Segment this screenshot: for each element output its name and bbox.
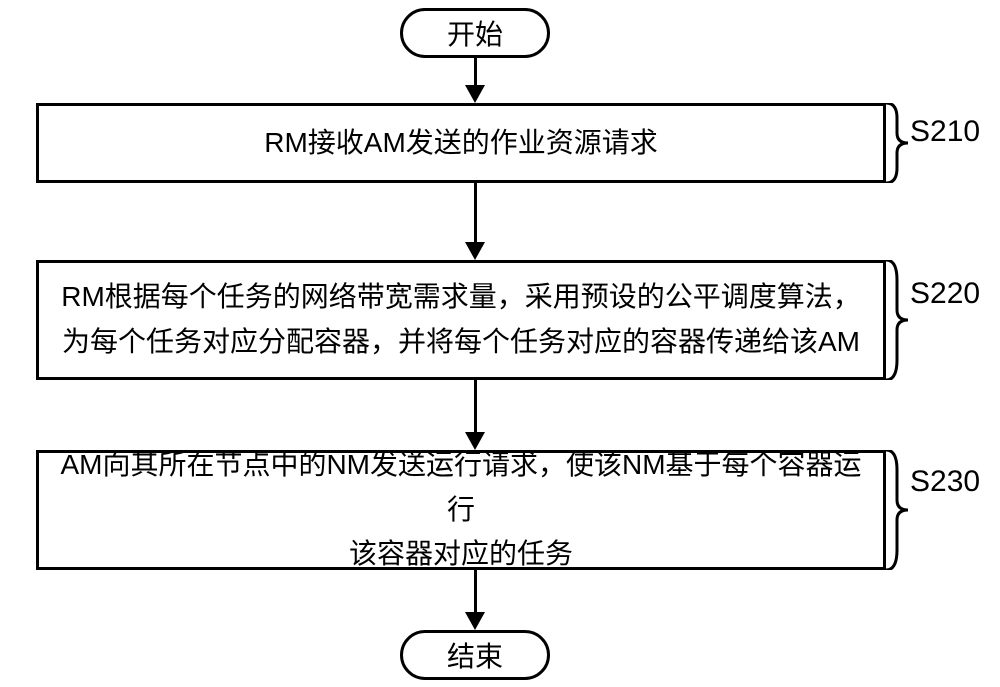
process-s230-text: AM向其所在节点中的NM发送运行请求，使该NM基于每个容器运行 该容器对应的任务 bbox=[59, 443, 863, 577]
process-s220-text: RM根据每个任务的网络带宽需求量，采用预设的公平调度算法， 为每个任务对应分配容… bbox=[61, 275, 861, 365]
end-node: 结束 bbox=[400, 630, 550, 680]
brace-s230 bbox=[886, 450, 908, 570]
edge-s210-s220-head bbox=[465, 242, 485, 260]
edge-s210-s220 bbox=[474, 183, 477, 242]
label-s220-text: S220 bbox=[910, 277, 980, 310]
flowchart-canvas: 开始 RM接收AM发送的作业资源请求 S210 RM根据每个任务的网络带宽需求量… bbox=[0, 0, 1000, 687]
start-label: 开始 bbox=[447, 13, 503, 53]
process-s210: RM接收AM发送的作业资源请求 bbox=[36, 103, 886, 183]
label-s210: S210 bbox=[910, 115, 980, 149]
label-s220: S220 bbox=[910, 277, 980, 311]
edge-s230-end-head bbox=[465, 612, 485, 630]
brace-s210 bbox=[886, 103, 908, 183]
start-node: 开始 bbox=[400, 8, 550, 58]
process-s230: AM向其所在节点中的NM发送运行请求，使该NM基于每个容器运行 该容器对应的任务 bbox=[36, 450, 886, 570]
label-s230: S230 bbox=[910, 465, 980, 499]
label-s210-text: S210 bbox=[910, 115, 980, 148]
brace-s220 bbox=[886, 260, 908, 380]
edge-s230-end bbox=[474, 570, 477, 612]
edge-start-s210-head bbox=[465, 85, 485, 103]
edge-s220-s230 bbox=[474, 380, 477, 432]
process-s220: RM根据每个任务的网络带宽需求量，采用预设的公平调度算法， 为每个任务对应分配容… bbox=[36, 260, 886, 380]
label-s230-text: S230 bbox=[910, 465, 980, 498]
end-label: 结束 bbox=[447, 635, 503, 675]
process-s210-text: RM接收AM发送的作业资源请求 bbox=[264, 121, 658, 166]
edge-start-s210 bbox=[474, 58, 477, 85]
